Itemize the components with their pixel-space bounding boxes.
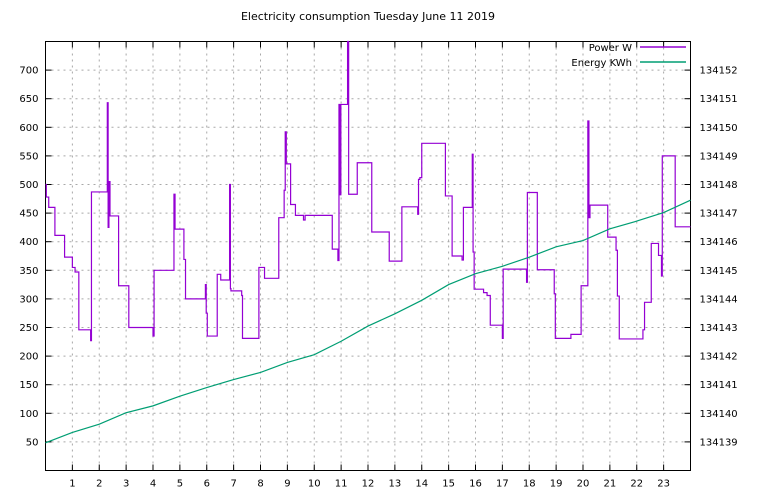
y-right-tick-label: 134152 (700, 66, 738, 77)
y-left-tick-label: 650 (19, 94, 38, 105)
x-tick-label: 9 (284, 479, 290, 490)
legend-energy-label: Energy KWh (571, 58, 632, 69)
x-tick-label: 18 (523, 479, 536, 490)
plot-border (45, 41, 691, 471)
x-tick-label: 19 (550, 479, 563, 490)
y-right-tick-label: 134151 (700, 94, 738, 105)
y-left-tick-label: 500 (19, 180, 38, 191)
y-right-tick-label: 134150 (700, 123, 738, 134)
x-tick-label: 16 (469, 479, 482, 490)
y-right-tick-label: 134146 (700, 237, 738, 248)
plot-area: 1 2 3 4 5 6 7 8 9 10 11 12 13 14 15 16 17 18 19 20 21 22 23501… (19, 40, 738, 490)
y-left-tick-label: 150 (19, 380, 38, 391)
x-tick-label: 23 (657, 479, 670, 490)
x-tick-label: 5 (177, 479, 183, 490)
y-left-tick-label: 600 (19, 123, 38, 134)
x-tick-label: 17 (496, 479, 509, 490)
x-tick-label: 13 (389, 479, 402, 490)
y-right-tick-label: 134145 (700, 266, 738, 277)
x-tick-label: 2 (96, 479, 102, 490)
x-tick-label: 10 (308, 479, 321, 490)
x-tick-label: 4 (150, 479, 156, 490)
x-tick-label: 3 (123, 479, 129, 490)
chart-title: Electricity consumption Tuesday June 11 … (241, 10, 495, 23)
y-right-tick-label: 134142 (700, 352, 738, 363)
y-right-tick-label: 134148 (700, 180, 738, 191)
x-tick-label: 15 (442, 479, 455, 490)
y-left-tick-label: 100 (19, 409, 38, 420)
y-left-tick-label: 350 (19, 266, 38, 277)
x-tick-label: 14 (415, 479, 428, 490)
x-tick-label: 8 (257, 479, 263, 490)
y-right-tick-label: 134139 (700, 437, 738, 448)
x-tick-label: 1 (69, 479, 75, 490)
y-left-tick-label: 450 (19, 209, 38, 220)
x-tick-label: 20 (577, 479, 590, 490)
chart-legend: Power W Energy KWh (571, 43, 686, 69)
x-tick-label: 6 (204, 479, 210, 490)
x-tick-label: 12 (362, 479, 375, 490)
x-tick-label: 22 (630, 479, 643, 490)
y-right-tick-label: 134141 (700, 380, 738, 391)
y-left-tick-label: 50 (26, 437, 39, 448)
x-tick-label: 11 (335, 479, 348, 490)
y-right-tick-label: 134143 (700, 323, 738, 334)
y-right-tick-label: 134144 (700, 294, 738, 305)
y-left-tick-label: 300 (19, 294, 38, 305)
y-left-tick-label: 700 (19, 66, 38, 77)
y-right-tick-label: 134149 (700, 151, 738, 162)
series-energy-kwh (45, 199, 691, 444)
y-left-tick-label: 250 (19, 323, 38, 334)
series-power-w (45, 40, 691, 342)
x-tick-label: 21 (604, 479, 617, 490)
y-right-tick-label: 134140 (700, 409, 738, 420)
x-tick-label: 7 (230, 479, 236, 490)
y-left-tick-label: 400 (19, 237, 38, 248)
y-left-tick-label: 200 (19, 352, 38, 363)
y-left-tick-label: 550 (19, 151, 38, 162)
legend-power-label: Power W (589, 43, 632, 54)
y-right-tick-label: 134147 (700, 209, 738, 220)
